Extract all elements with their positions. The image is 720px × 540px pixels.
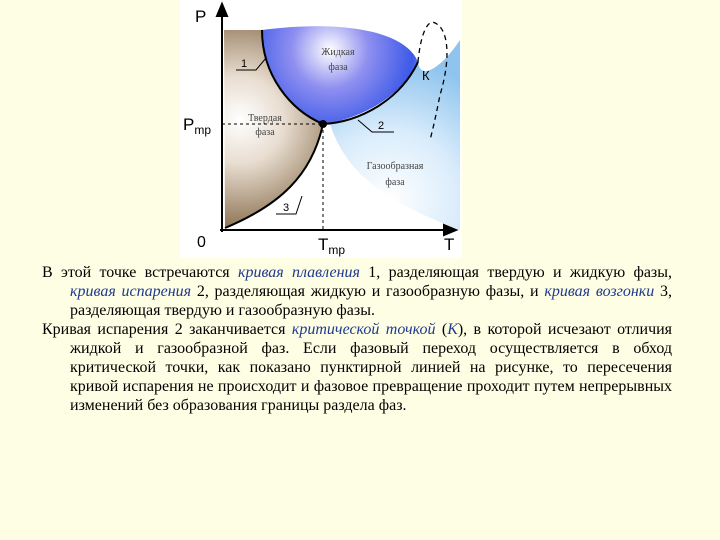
- term: кривая возгонки: [544, 283, 655, 300]
- text-run: В этой точке встречаются: [42, 264, 238, 281]
- origin-label: 0: [197, 234, 206, 251]
- label-sub: mp: [194, 123, 211, 137]
- phase-diagram: P Pmp 0 T Tmp 1 2 3 К Жидкая фаза Тверда…: [180, 0, 462, 258]
- axis-label: T: [444, 235, 454, 254]
- text-run: 1, разделяющая твердую и жидкую фазы,: [359, 264, 673, 281]
- label-sub: mp: [328, 243, 345, 257]
- region-label: фаза: [255, 127, 275, 138]
- paragraph: Кривая испарения 2 заканчивается критиче…: [42, 320, 672, 415]
- leader-line: [357, 119, 394, 133]
- label-main: T: [318, 235, 328, 254]
- region-label: фаза: [385, 177, 405, 188]
- liquid-region: [262, 26, 418, 124]
- region-label: Жидкая: [321, 47, 355, 58]
- paragraph: В этой точке встречаются кривая плавлени…: [42, 263, 672, 320]
- axis-label: Tmp: [318, 235, 345, 257]
- curve-label: 3: [283, 202, 289, 214]
- term: кривая испарения: [70, 283, 192, 300]
- curve-label: 2: [378, 120, 384, 132]
- body-text: В этой точке встречаются кривая плавлени…: [42, 263, 672, 415]
- curve-label: 1: [241, 58, 247, 70]
- sublimation-curve: [224, 123, 324, 229]
- x-axis: [220, 223, 459, 237]
- term: К: [447, 321, 458, 338]
- critical-point-label: К: [422, 68, 430, 83]
- text-run: 2, разделяющая жидкую и газообразную фаз…: [191, 283, 545, 300]
- leader-line: [276, 195, 303, 215]
- leader-line: [236, 57, 267, 71]
- region-label: фаза: [328, 62, 348, 73]
- text-run: 3, разделяющая твердую и газообразную фа…: [70, 283, 673, 319]
- vaporization-curve: [322, 61, 419, 125]
- text-run: ), в которой исчезают отличия жидкой и г…: [70, 321, 673, 414]
- label-main: P: [183, 115, 194, 134]
- region-label: Газообразная: [367, 161, 424, 172]
- text-run: (: [435, 321, 448, 338]
- axis-label: Pmp: [183, 115, 211, 137]
- melting-curve: [261, 29, 324, 125]
- triple-point: [319, 120, 327, 128]
- solid-region: [224, 30, 323, 228]
- text-run: Кривая испарения 2 заканчивается: [42, 321, 292, 338]
- region-label: Твердая: [248, 113, 282, 124]
- term: кривая плавления: [237, 264, 360, 281]
- term: критической точкой: [291, 321, 436, 338]
- y-axis: [215, 1, 229, 232]
- gas-region: [323, 40, 460, 230]
- axis-label: P: [195, 7, 206, 26]
- bypass-path: [417, 21, 448, 141]
